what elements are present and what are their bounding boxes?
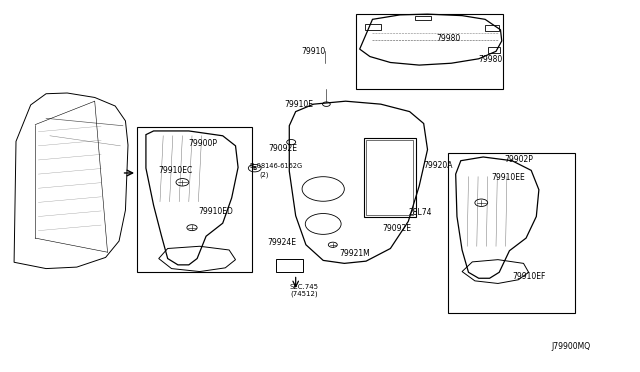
Text: (2): (2) <box>259 171 269 178</box>
Text: 79092E: 79092E <box>383 224 412 233</box>
Text: 79910E: 79910E <box>285 100 314 109</box>
Text: B: B <box>253 166 257 171</box>
Text: 79092E: 79092E <box>269 144 298 153</box>
Text: 79924E: 79924E <box>268 238 296 247</box>
Text: 79920A: 79920A <box>424 161 453 170</box>
Text: B 08146-6162G: B 08146-6162G <box>250 163 301 169</box>
Text: 79910EC: 79910EC <box>159 166 193 175</box>
Text: SEC.745: SEC.745 <box>290 284 319 290</box>
Text: (74512): (74512) <box>290 291 317 297</box>
Text: 79910: 79910 <box>301 47 325 56</box>
Text: 79910EF: 79910EF <box>512 272 545 280</box>
Text: 79910ED: 79910ED <box>198 207 233 216</box>
Text: 79980: 79980 <box>479 55 503 64</box>
Text: J79900MQ: J79900MQ <box>552 342 591 351</box>
Text: 79980: 79980 <box>436 34 461 43</box>
Text: 79900P: 79900P <box>189 139 218 148</box>
Text: 79910EE: 79910EE <box>492 173 525 182</box>
Text: 28L74: 28L74 <box>408 208 432 217</box>
Text: 79902P: 79902P <box>504 155 533 164</box>
Text: 79921M: 79921M <box>339 249 370 258</box>
